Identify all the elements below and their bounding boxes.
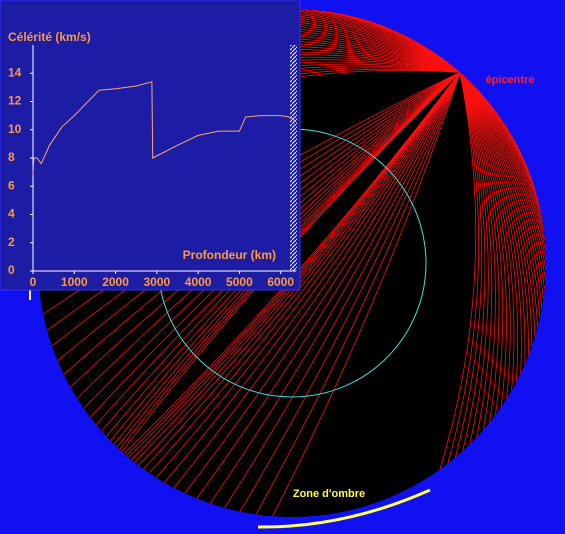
x-tick-label: 5000 [226,275,253,289]
ray [459,72,546,271]
y-tick-label: 2 [8,235,15,249]
ray [459,72,538,328]
chart-title: Célérité (km/s) [8,30,91,44]
ray [164,72,461,483]
ray [459,72,519,383]
ray [459,72,533,347]
x-tick-label: 3000 [143,275,170,289]
plot: 0 2 4 6 8 10 12 14 0 1000 2000 3000 4000 5000 6000 [8,45,297,289]
ray [459,72,507,408]
ray [459,72,546,280]
y-tick-label: 0 [8,263,15,277]
ray [155,72,461,478]
epicenter-label: épicentre [486,74,535,86]
ray [184,72,461,494]
ray [459,72,511,400]
ray [459,72,522,374]
x-tick-label: 0 [30,275,37,289]
ray [173,72,461,489]
ray [209,72,461,504]
shadow-zone-label: Zone d'ombre [293,488,365,500]
y-tick-label: 14 [8,65,22,79]
y-tick-label: 8 [8,150,15,164]
ray [459,72,543,309]
shadow-zone-arc [257,488,431,529]
y-tick-label: 12 [8,94,22,108]
x-tick-label: 2000 [102,275,129,289]
x-axis-label: Profondeur (km) [183,248,276,262]
ray [459,72,493,438]
ray [131,72,461,461]
ray [447,72,480,464]
x-tick-label: 4000 [185,275,212,289]
ray [148,72,461,474]
ray [301,9,461,73]
ray [224,72,461,509]
ray [454,72,483,458]
ray [459,72,486,452]
x-tick-label: 6000 [267,275,294,289]
ray [459,72,515,391]
ray [459,72,536,338]
ray [459,72,541,319]
ray [459,72,526,365]
ray [459,72,504,416]
ray [439,72,477,470]
ray [459,72,489,445]
surface-hatch [290,45,297,271]
ray [196,72,461,499]
ray [272,72,461,517]
ray [134,72,461,463]
x-tick-label: 1000 [61,275,88,289]
ray [128,72,461,458]
ray [291,9,461,73]
ray [239,72,461,512]
ray [459,72,529,356]
ray [143,72,461,470]
y-tick-label: 4 [8,207,15,221]
ray [459,72,500,423]
ray [459,72,496,431]
y-tick-label: 6 [8,178,15,192]
ray [459,72,546,251]
ray [459,72,546,261]
ray [255,72,461,515]
velocity-line [32,81,297,175]
ray [459,72,546,290]
ray [138,72,461,466]
y-tick-label: 10 [8,122,22,136]
ray [459,72,544,300]
ray [282,9,461,73]
